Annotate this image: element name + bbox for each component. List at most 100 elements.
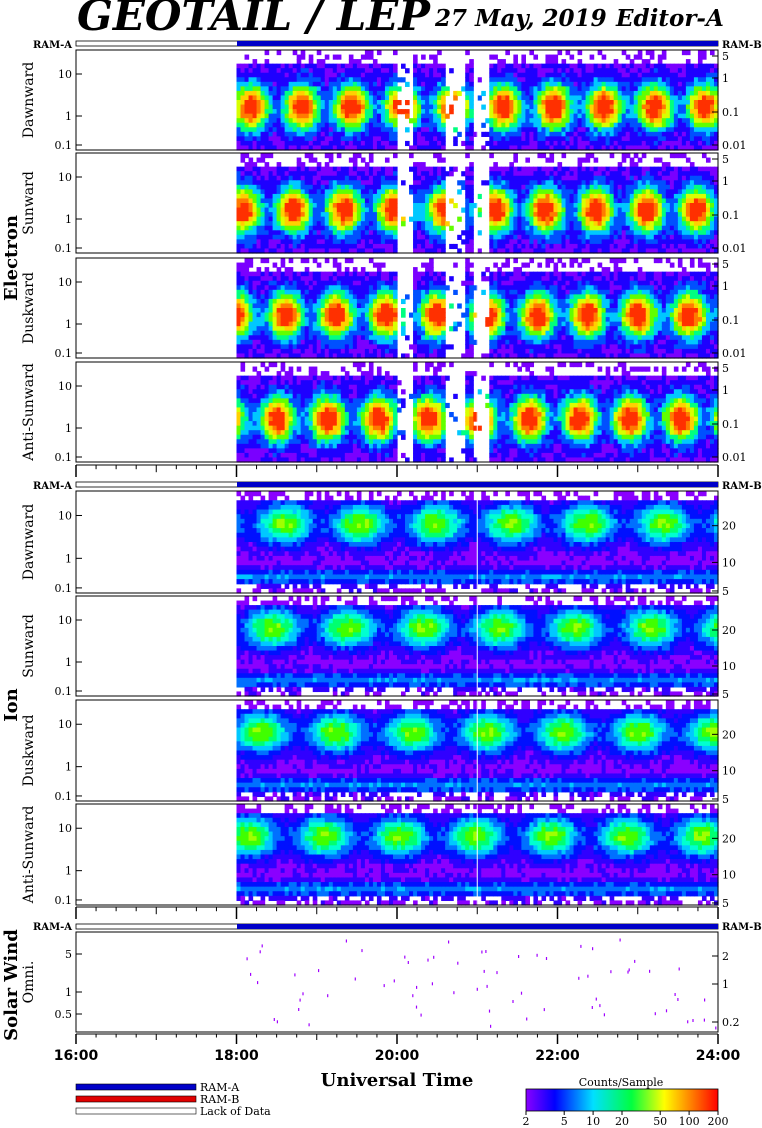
spectrogram-cell — [388, 166, 394, 172]
spectrogram-cell — [701, 118, 707, 124]
spectrogram-cell — [597, 221, 603, 227]
spectrogram-cell — [637, 198, 643, 204]
spectrogram-cell — [537, 81, 543, 87]
spectrogram-cell — [617, 90, 623, 97]
spectrogram-cell — [613, 63, 619, 69]
spectrogram-cell — [308, 230, 314, 236]
spectrogram-cell — [497, 95, 502, 101]
spectrogram-cell — [549, 184, 555, 190]
spectrogram-cell — [549, 175, 555, 181]
spectrogram-cell — [621, 171, 627, 177]
spectrogram-cell — [613, 234, 619, 240]
spectrogram-cell — [561, 68, 567, 74]
spectrogram-cell — [368, 225, 374, 231]
spectrogram-cell — [537, 207, 543, 213]
spectrogram-cell — [713, 100, 719, 106]
spectrogram-cell — [236, 353, 242, 359]
spectrogram-cell — [673, 180, 679, 186]
spectrogram-cell — [641, 136, 647, 142]
spectrogram-cell — [433, 68, 438, 74]
spectrogram-cell — [465, 243, 470, 250]
spectrogram-cell — [541, 153, 547, 159]
spectrogram-cell — [469, 239, 474, 245]
spectrogram-cell — [316, 303, 322, 309]
spectrogram-cell — [593, 104, 599, 110]
spectrogram-cell — [312, 122, 318, 128]
spectrogram-cell — [252, 203, 258, 209]
spectrogram-cell — [360, 243, 366, 250]
spectrogram-cell — [288, 303, 294, 309]
spectrogram-cell — [256, 77, 262, 83]
spectrogram-cell — [296, 95, 302, 101]
spectrogram-cell — [344, 344, 350, 350]
spectrogram-cell — [312, 308, 318, 314]
spectrogram-cell — [465, 122, 470, 128]
spectrogram-cell — [541, 95, 547, 101]
spectrogram-cell — [421, 216, 426, 222]
spectrogram-cell — [641, 63, 647, 69]
spectrogram-cell — [272, 140, 278, 147]
spectrogram-cell — [505, 95, 510, 101]
spectrogram-cell — [561, 248, 567, 254]
spectrogram-cell — [384, 207, 390, 213]
spectrogram-cell — [260, 312, 266, 318]
spectrogram-cell — [316, 212, 322, 218]
spectrogram-cell — [240, 276, 246, 282]
spectrogram-cell — [364, 136, 370, 142]
spectrogram-cell — [348, 271, 354, 277]
spectrogram-cell — [677, 207, 683, 213]
spectrogram-cell — [248, 243, 254, 250]
spectrogram-cell — [260, 234, 266, 240]
spectrogram-cell — [368, 100, 374, 106]
spectrogram-cell — [380, 216, 386, 222]
spectrogram-cell — [497, 193, 502, 200]
spectrogram-cell — [425, 184, 430, 190]
spectrogram-cell — [689, 118, 695, 124]
spectrogram-cell — [284, 294, 290, 300]
spectrogram-cell — [352, 68, 358, 74]
spectrogram-cell — [236, 317, 242, 323]
spectrogram-cell — [521, 104, 526, 110]
spectrogram-cell — [316, 203, 322, 209]
spectrogram-cell — [244, 180, 250, 186]
spectrogram-cell — [637, 127, 643, 133]
spectrogram-cell — [521, 175, 526, 181]
spectrogram-cell — [360, 234, 366, 240]
spectrogram-cell — [300, 86, 306, 92]
spectrogram-cell — [244, 127, 250, 133]
spectrogram-cell — [252, 59, 258, 65]
spectrogram-cell — [380, 145, 386, 151]
spectrogram-cell — [641, 203, 647, 209]
spectrogram-cell — [413, 81, 418, 87]
spectrogram-cell — [501, 216, 506, 222]
spectrogram-cell — [236, 221, 242, 227]
spectrogram-cell — [549, 225, 555, 231]
spectrogram-cell — [581, 230, 587, 236]
spectrogram-cell — [505, 86, 510, 92]
spectrogram-cell — [268, 294, 274, 300]
spectrogram-cell — [352, 175, 358, 181]
spectrogram-cell — [264, 127, 270, 133]
spectrogram-cell — [633, 90, 639, 97]
spectrogram-cell — [240, 81, 246, 87]
spectrogram-cell — [288, 140, 294, 147]
spectrogram-cell — [433, 54, 438, 60]
spectrogram-cell — [324, 175, 330, 181]
spectrogram-cell — [300, 81, 306, 87]
spectrogram-cell — [525, 203, 531, 209]
spectrogram-cell — [581, 239, 587, 245]
spectrogram-cell — [573, 207, 579, 213]
spectrogram-cell — [477, 193, 482, 200]
spectrogram-cell — [661, 113, 667, 119]
spectrogram-cell — [268, 344, 274, 350]
spectrogram-cell — [529, 100, 535, 106]
spectrogram-cell — [388, 113, 394, 119]
spectrogram-cell — [709, 180, 715, 186]
spectrogram-cell — [689, 77, 695, 83]
spectrogram-cell — [549, 153, 555, 159]
spectrogram-cell — [264, 258, 270, 264]
spectrogram-cell — [260, 184, 266, 190]
spectrogram-cell — [384, 145, 390, 151]
spectrogram-cell — [509, 193, 514, 200]
spectrogram-cell — [276, 198, 282, 204]
